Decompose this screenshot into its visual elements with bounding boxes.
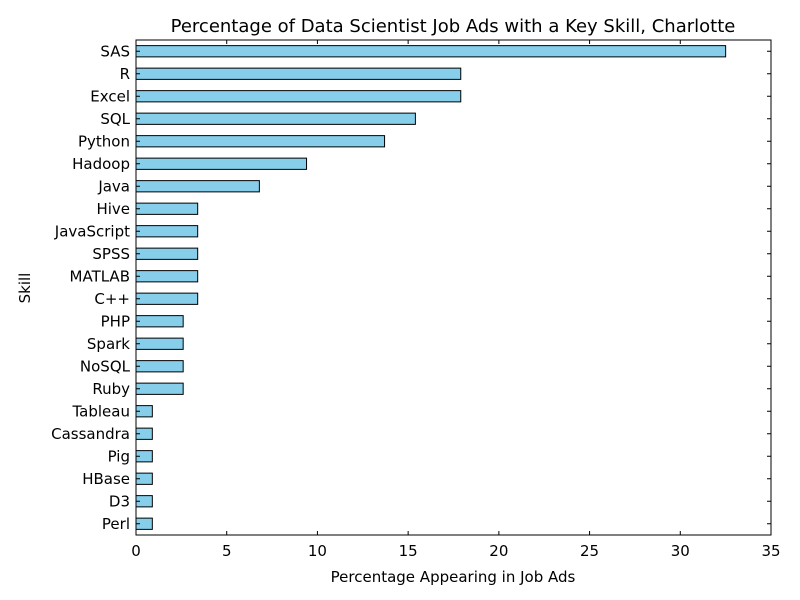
y-tick-label: SAS	[100, 42, 130, 60]
y-tick-label: Excel	[90, 87, 130, 105]
y-tick-label: MATLAB	[70, 267, 130, 285]
y-tick-label: Python	[78, 132, 130, 150]
y-tick-label: Cassandra	[51, 425, 130, 443]
y-tick-label: Java	[97, 177, 130, 195]
x-tick-label: 20	[489, 542, 508, 560]
y-tick-label: D3	[109, 492, 130, 510]
y-axis-label: Skill	[16, 273, 34, 304]
bar-sql	[135, 112, 416, 125]
y-tick-label: Pig	[108, 447, 130, 465]
y-tick-label: Hive	[96, 200, 130, 218]
bars-group	[135, 45, 727, 530]
y-tick-label: NoSQL	[80, 357, 131, 375]
bar-java	[135, 180, 260, 193]
x-tick-label: 30	[671, 542, 690, 560]
bar-excel	[135, 90, 462, 103]
bar-nosql	[135, 360, 184, 373]
y-tick-label: C++	[94, 290, 130, 308]
bar-r	[135, 67, 462, 80]
y-tick-label: Tableau	[72, 402, 131, 420]
plot-frame	[135, 39, 772, 536]
bar-spark	[135, 337, 184, 350]
y-tick-label: SPSS	[92, 245, 130, 263]
chart-title: Percentage of Data Scientist Job Ads wit…	[171, 16, 736, 37]
y-tick-label: JavaScript	[54, 222, 130, 240]
y-tick-label: Perl	[102, 515, 130, 533]
y-tick-label: HBase	[82, 470, 130, 488]
x-tick-label: 5	[222, 542, 232, 560]
bar-hive	[135, 202, 199, 215]
bar-javascript	[135, 225, 199, 238]
y-tick-label: PHP	[101, 312, 130, 330]
x-tick-labels: 0 5 10 15 20 25 30 35	[131, 542, 780, 560]
y-tick-label: Ruby	[92, 380, 130, 398]
ticks-group	[135, 40, 772, 535]
x-tick-label: 10	[308, 542, 327, 560]
bar-ruby	[135, 382, 184, 395]
bar-hadoop	[135, 157, 308, 170]
y-tick-label: SQL	[100, 110, 130, 128]
x-tick-label: 35	[761, 542, 780, 560]
y-tick-label: Hadoop	[72, 155, 130, 173]
bar-php	[135, 315, 184, 328]
y-tick-label: R	[120, 65, 130, 83]
x-axis-label: Percentage Appearing in Job Ads	[331, 568, 576, 586]
y-tick-labels: SAS R Excel SQL Python Hadoop Java Hive JavaScri…	[51, 42, 131, 533]
x-tick-label: 15	[399, 542, 418, 560]
x-tick-label: 0	[131, 542, 141, 560]
bar-sas	[135, 45, 727, 58]
bar-matlab	[135, 270, 199, 283]
x-tick-label: 25	[580, 542, 599, 560]
bar-c	[135, 292, 199, 305]
y-tick-label: Spark	[87, 335, 130, 353]
bar-spss	[135, 247, 199, 260]
bar-python	[135, 135, 386, 148]
